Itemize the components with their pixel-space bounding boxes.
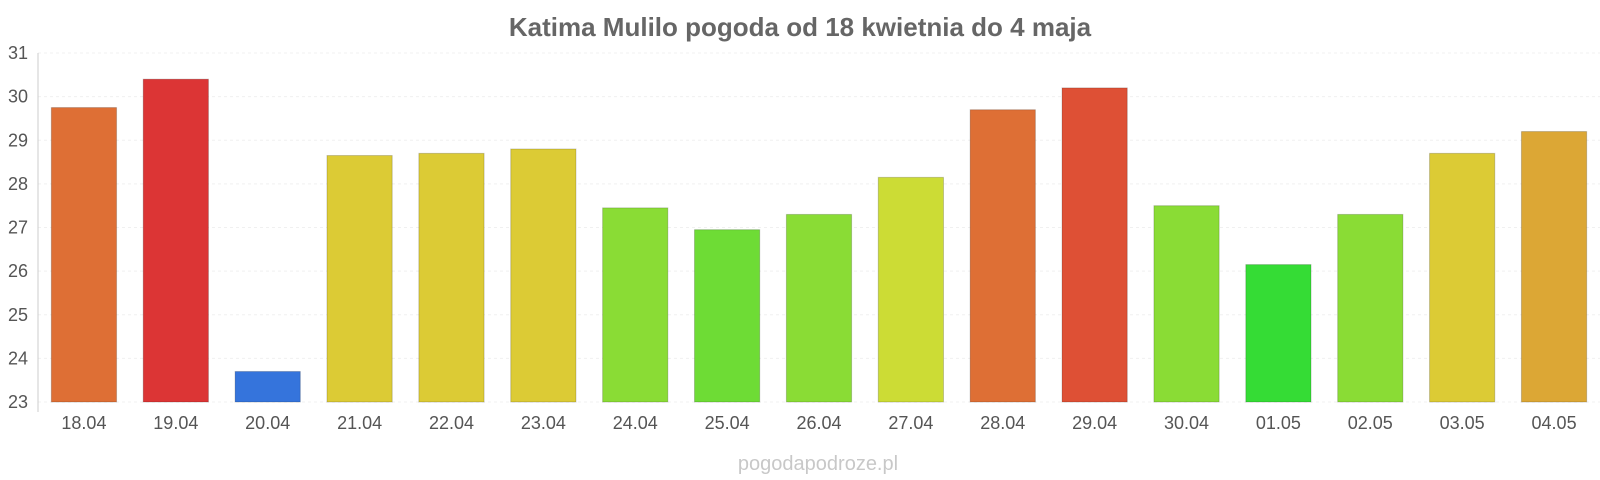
y-tick-label: 31 xyxy=(8,43,28,63)
x-tick-label: 24.04 xyxy=(613,413,658,433)
bar xyxy=(1520,131,1588,403)
bar xyxy=(1061,87,1128,403)
x-tick-label: 19.04 xyxy=(153,413,198,433)
x-tick-label: 23.04 xyxy=(521,413,566,433)
watermark: pogodapodroze.pl xyxy=(738,453,898,475)
bar xyxy=(510,148,577,403)
y-tick-label: 30 xyxy=(8,87,28,107)
y-tick-label: 27 xyxy=(8,218,28,238)
bar xyxy=(1337,213,1404,403)
x-tick-label: 27.04 xyxy=(888,413,933,433)
bar xyxy=(326,155,393,403)
x-tick-label: 20.04 xyxy=(245,413,290,433)
y-tick-label: 26 xyxy=(8,261,28,281)
x-tick-label: 02.05 xyxy=(1348,413,1393,433)
x-tick-label: 21.04 xyxy=(337,413,382,433)
y-axis-ticks: 23 24 25 26 27 28 29 30 31 xyxy=(8,43,28,412)
x-tick-label: 18.04 xyxy=(61,413,106,433)
bar xyxy=(693,229,761,403)
bar xyxy=(418,152,485,403)
bar xyxy=(602,207,669,403)
bar xyxy=(50,107,118,403)
y-tick-label: 23 xyxy=(8,392,28,412)
bar xyxy=(785,213,853,403)
bar xyxy=(234,370,301,403)
x-tick-label: 28.04 xyxy=(980,413,1025,433)
y-tick-label: 28 xyxy=(8,174,28,194)
x-tick-label: 04.05 xyxy=(1532,413,1577,433)
x-tick-label: 03.05 xyxy=(1440,413,1485,433)
y-tick-label: 25 xyxy=(8,305,28,325)
y-tick-label: 29 xyxy=(8,130,28,150)
bar xyxy=(142,78,209,403)
bar xyxy=(969,109,1036,403)
bar xyxy=(1429,152,1496,403)
bars xyxy=(50,78,1588,403)
y-tick-label: 24 xyxy=(8,348,28,368)
x-tick-label: 01.05 xyxy=(1256,413,1301,433)
x-tick-label: 22.04 xyxy=(429,413,474,433)
x-axis-ticks: 18.04 19.04 20.04 21.04 22.04 23.04 24.04 25.04… xyxy=(61,413,1576,433)
x-tick-label: 30.04 xyxy=(1164,413,1209,433)
bar xyxy=(1153,205,1220,403)
x-tick-label: 26.04 xyxy=(796,413,841,433)
bar xyxy=(1245,264,1312,403)
x-tick-label: 25.04 xyxy=(705,413,750,433)
chart-title: Katima Mulilo pogoda od 18 kwietnia do 4… xyxy=(509,12,1092,42)
bar xyxy=(877,176,945,403)
x-tick-label: 29.04 xyxy=(1072,413,1117,433)
